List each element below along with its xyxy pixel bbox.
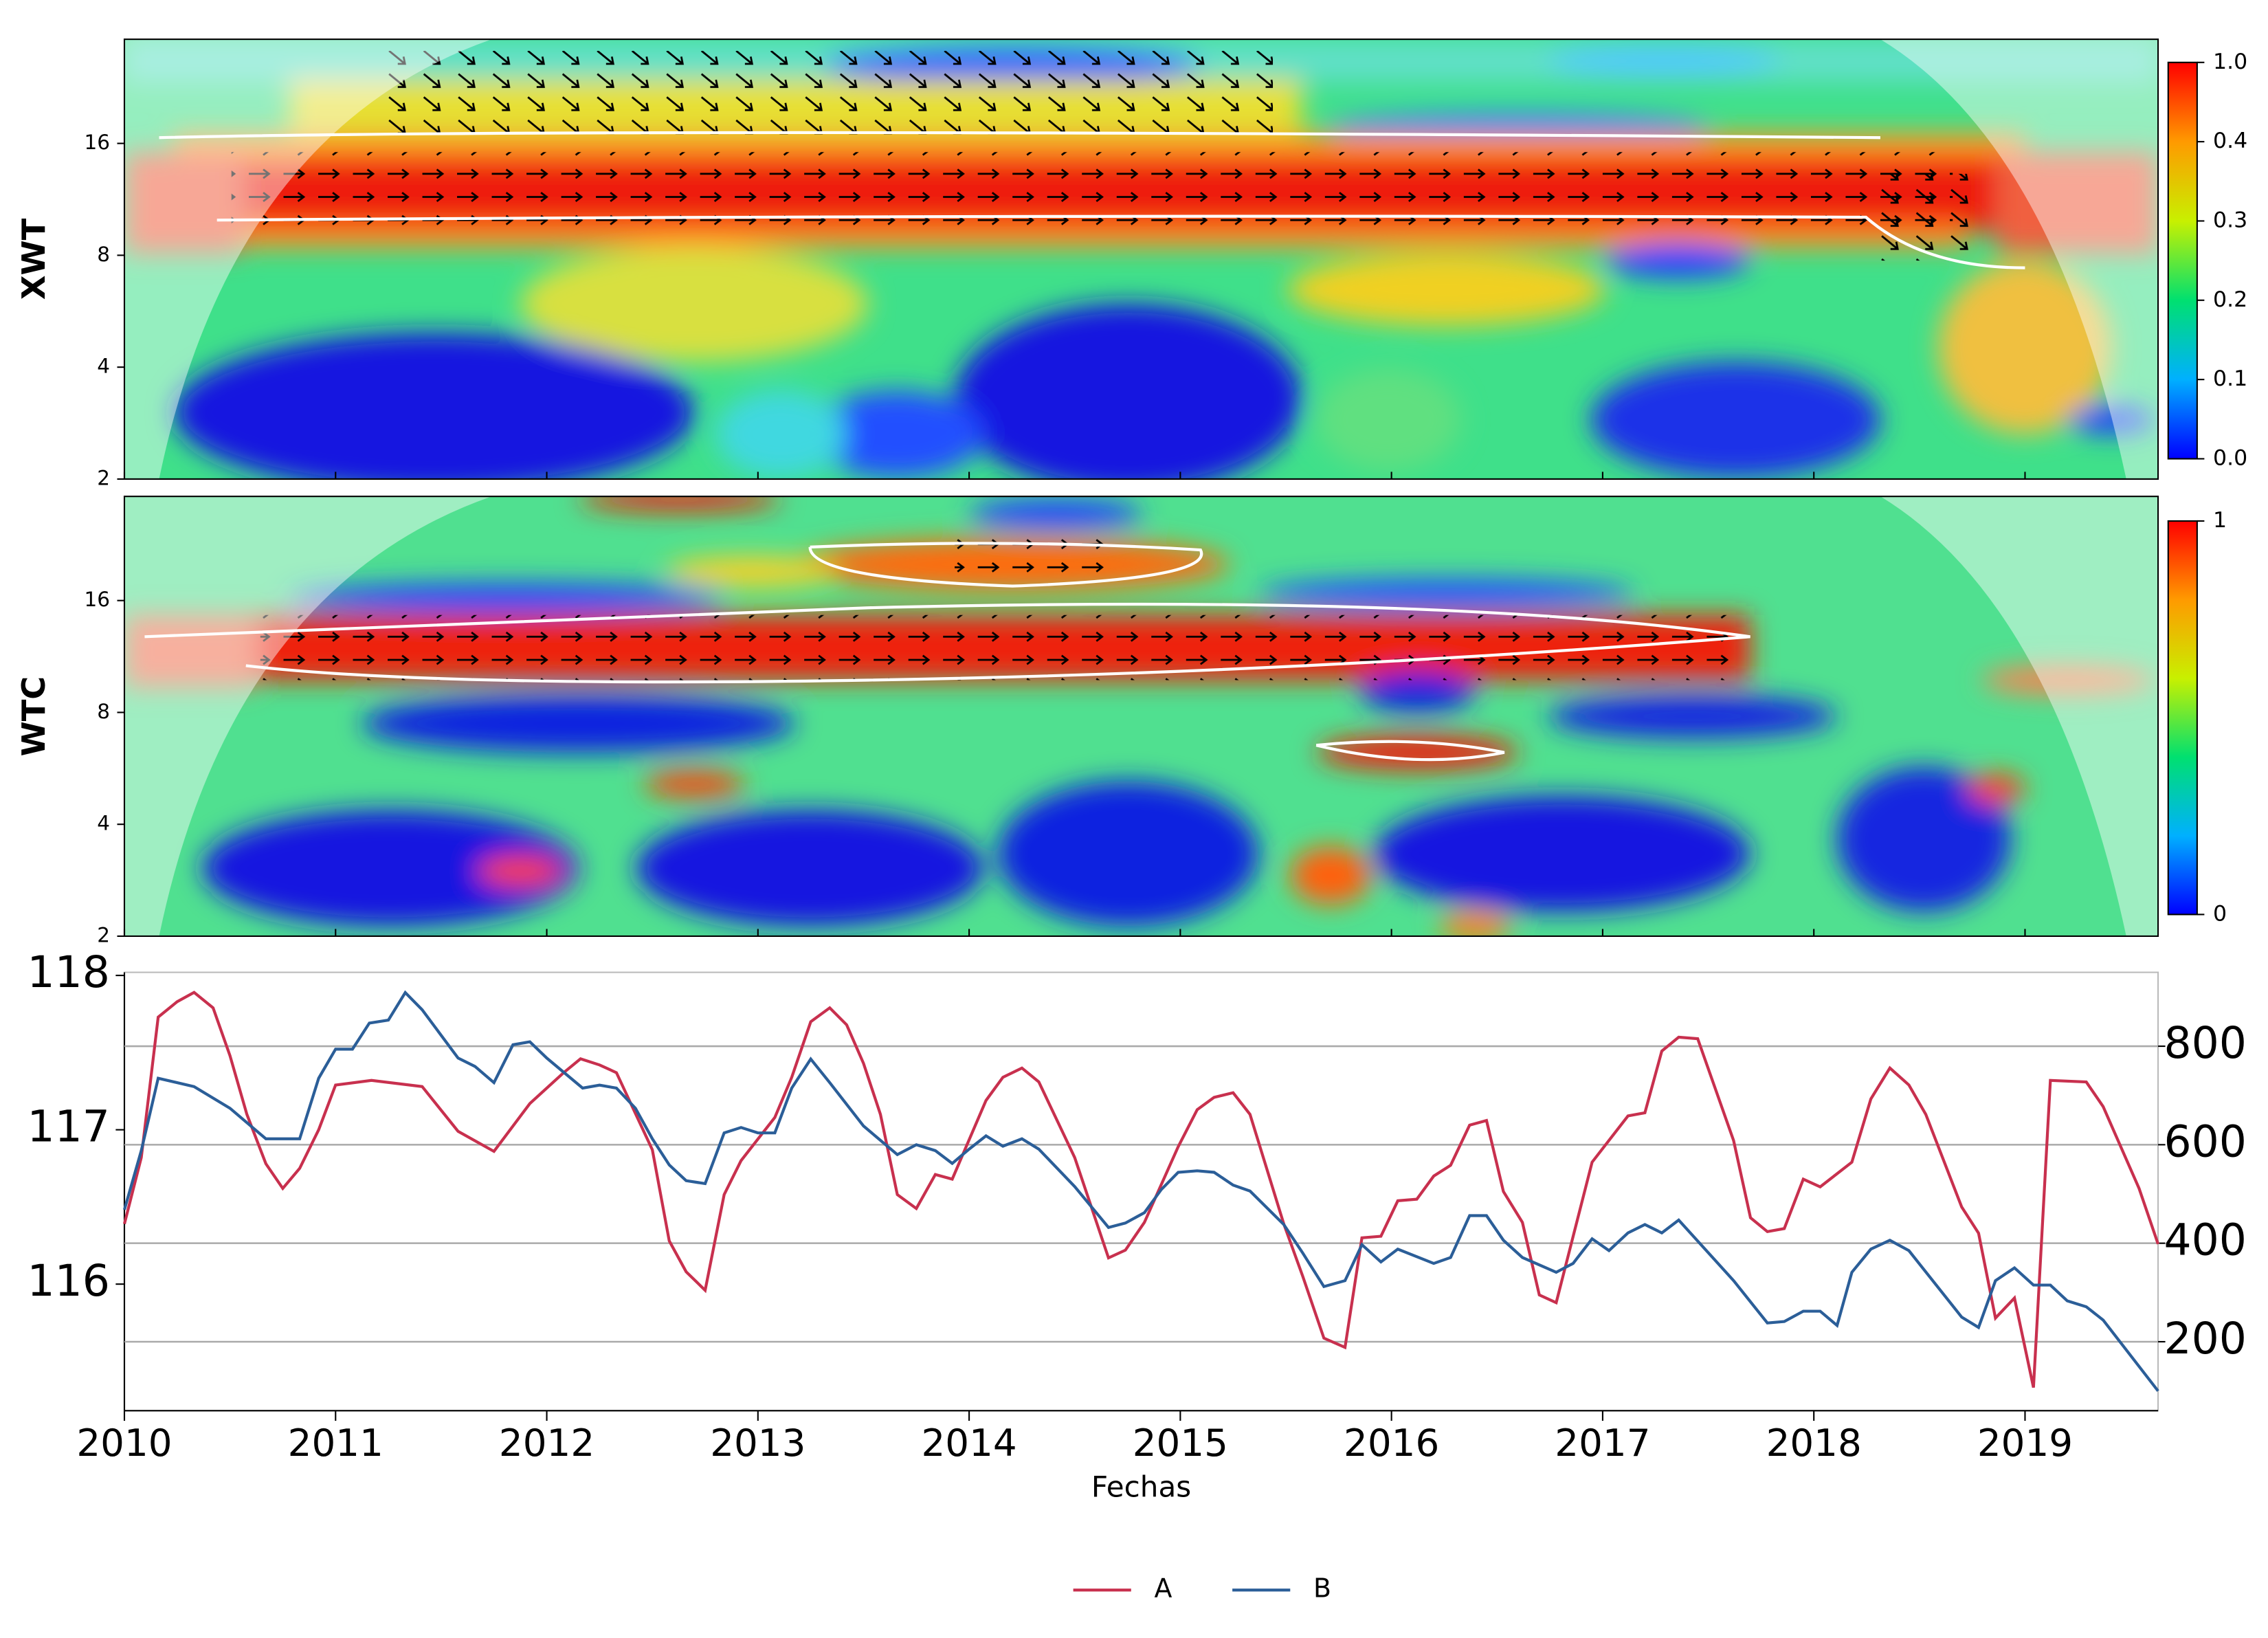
legend-label: A: [1154, 1573, 1172, 1604]
y-tick-label: 118: [27, 947, 110, 997]
series-line: [122, 990, 2159, 1392]
x-tick-label: 2013: [710, 1421, 805, 1465]
colorbar-tick-label: 0.0: [2213, 445, 2247, 470]
x-axis-label: Fechas: [1091, 1470, 1191, 1503]
y-tick-label: 8: [97, 243, 110, 266]
x-tick-label: 2019: [1977, 1421, 2073, 1465]
xwt-field: [124, 39, 2159, 479]
y-tick-label: 116: [27, 1255, 110, 1306]
wtc-colorbar: [2167, 520, 2198, 916]
series-line: [122, 990, 2160, 1388]
y2-tick-label: 400: [2164, 1215, 2246, 1265]
xwt-frame: [123, 38, 2159, 480]
colorbar-tick-label: 1.0: [2213, 49, 2247, 74]
colorbar-tick-label: 0.4: [2213, 129, 2247, 153]
colorbar-tick-label: 0: [2213, 901, 2227, 926]
colorbar-tick-label: 1: [2213, 508, 2227, 533]
colorbar-tick-label: 0.2: [2213, 287, 2247, 312]
y2-tick-label: 200: [2164, 1313, 2246, 1364]
y-tick-label: 16: [84, 588, 109, 611]
y-tick-label: 117: [27, 1101, 110, 1152]
x-tick-label: 2015: [1133, 1421, 1228, 1465]
wtc-frame: [123, 496, 2159, 938]
legend-label: B: [1313, 1573, 1331, 1604]
y2-tick-label: 800: [2164, 1017, 2246, 1068]
x-tick-label: 2016: [1344, 1421, 1439, 1465]
x-tick-label: 2017: [1555, 1421, 1650, 1465]
x-tick-label: 2012: [499, 1421, 594, 1465]
y-tick-label: 4: [97, 812, 110, 835]
y-tick-label: 16: [84, 131, 109, 154]
wtc-field: [124, 496, 2159, 936]
y-tick-label: 4: [97, 355, 110, 378]
panel-label: WTC: [15, 676, 52, 757]
y-tick-label: 2: [97, 923, 110, 947]
y-tick-label: 8: [97, 700, 110, 723]
colorbar-tick-label: 0.3: [2213, 208, 2247, 232]
y-tick-label: 2: [97, 466, 110, 489]
xwt-colorbar: [2167, 61, 2198, 460]
x-tick-label: 2014: [921, 1421, 1016, 1465]
panel-label: XWT: [15, 218, 52, 300]
x-tick-label: 2011: [288, 1421, 383, 1465]
x-tick-label: 2010: [76, 1421, 172, 1465]
y2-tick-label: 600: [2164, 1116, 2246, 1166]
colorbar-tick-label: 0.1: [2213, 366, 2247, 391]
line-frame: [123, 971, 2159, 1412]
x-tick-label: 2018: [1766, 1421, 1862, 1465]
